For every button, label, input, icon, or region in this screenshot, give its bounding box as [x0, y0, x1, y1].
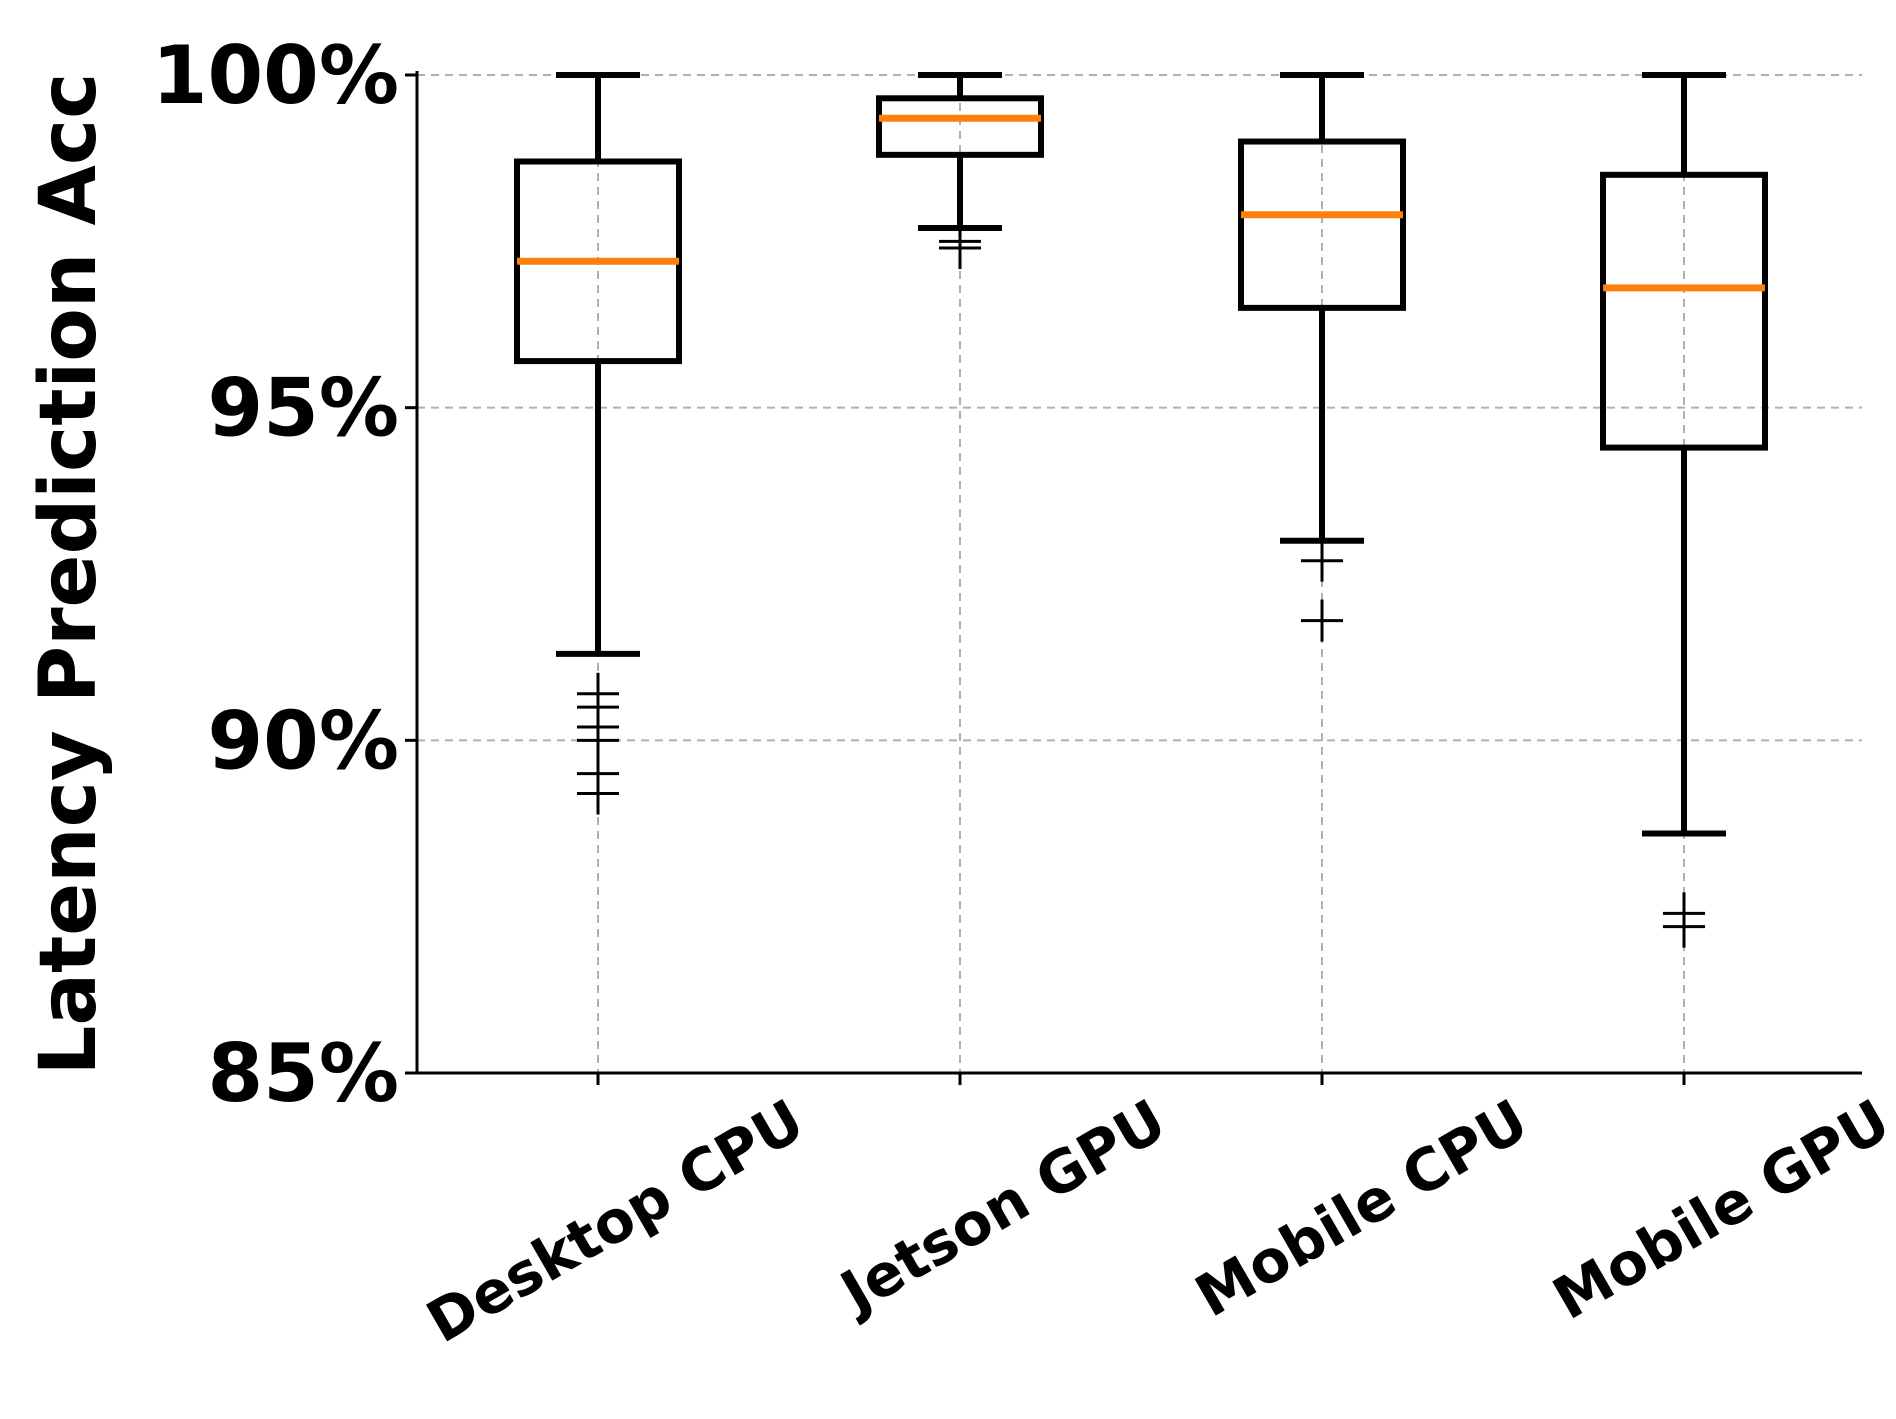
outlier-marker: [1301, 599, 1343, 642]
box-group: [1238, 72, 1406, 642]
iqr-box: [1238, 138, 1406, 311]
y-tick-label: 100%: [152, 29, 399, 122]
y-axis-label: Latency Prediction Acc: [24, 73, 114, 1076]
x-tick-label: Mobile GPU: [1542, 1086, 1896, 1333]
grid-layer: [417, 74, 1862, 1074]
iqr-box: [1600, 171, 1768, 451]
box-group: [514, 72, 682, 815]
y-tick-label: 95%: [208, 362, 399, 455]
y-tick-label: 85%: [208, 1027, 399, 1120]
axes-layer: [405, 71, 1862, 1085]
outlier-marker: [577, 772, 619, 815]
iqr-box: [876, 95, 1044, 158]
outlier-marker: [939, 226, 981, 269]
outlier-marker: [1663, 905, 1705, 948]
x-tick-label: Desktop CPU: [416, 1086, 815, 1356]
boxes-layer: [514, 72, 1768, 948]
x-tick-label: Mobile CPU: [1184, 1086, 1539, 1330]
y-tick-label: 90%: [208, 694, 399, 787]
box-group: [876, 72, 1044, 269]
box-group: [1600, 72, 1768, 948]
x-tick-label: Jetson GPU: [826, 1086, 1177, 1328]
labels-layer: 85%90%95%100%Desktop CPU Jetson GPU Mobile…: [152, 29, 1896, 1356]
outlier-marker: [1301, 539, 1343, 582]
